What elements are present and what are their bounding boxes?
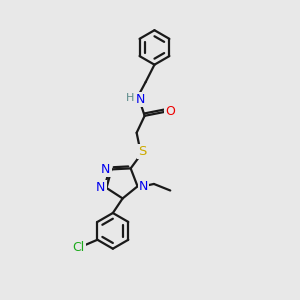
Text: N: N (96, 182, 106, 194)
Text: Cl: Cl (72, 241, 85, 254)
Text: N: N (136, 93, 145, 106)
Text: N: N (101, 163, 110, 176)
Text: O: O (165, 106, 175, 118)
Text: H: H (126, 93, 134, 103)
Text: S: S (138, 145, 146, 158)
Text: N: N (139, 180, 148, 193)
